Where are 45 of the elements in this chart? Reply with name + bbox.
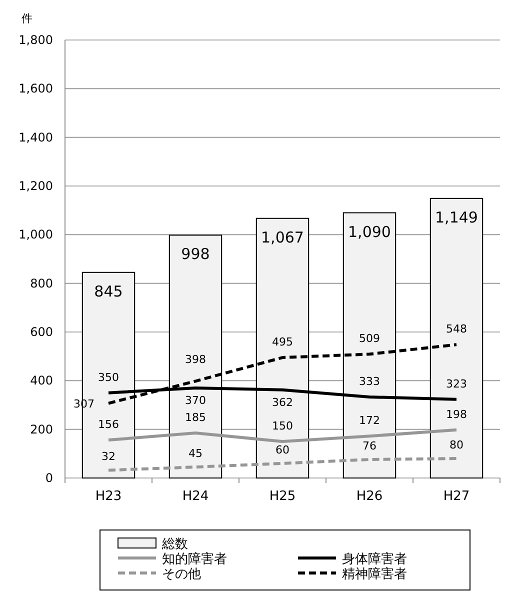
- x-tick-label: H27: [443, 489, 470, 504]
- data-label: 185: [185, 410, 206, 424]
- data-label: 76: [362, 440, 376, 453]
- y-tick-label: 1,600: [18, 82, 53, 96]
- x-tick-label: H23: [95, 489, 122, 504]
- y-tick-label: 1,200: [18, 179, 53, 193]
- data-label: 323: [446, 377, 467, 390]
- data-label: 362: [272, 396, 293, 409]
- y-tick-label: 1,000: [18, 228, 53, 242]
- legend-label: 知的障害者: [162, 551, 227, 567]
- data-label: 509: [359, 332, 380, 346]
- legend-label: 総数: [161, 537, 188, 552]
- x-tick-label: H26: [356, 489, 383, 504]
- data-label: 198: [446, 408, 467, 421]
- data-label: 172: [359, 414, 380, 428]
- y-tick-label: 0: [45, 471, 53, 485]
- x-tick-label: H24: [182, 489, 209, 504]
- data-label: 45: [188, 447, 202, 460]
- data-label: 845: [94, 282, 123, 300]
- data-label: 32: [102, 450, 116, 464]
- data-label: 370: [185, 394, 206, 407]
- data-label: 1,090: [348, 222, 391, 241]
- y-tick-label: 1,800: [18, 33, 53, 47]
- data-label: 998: [181, 245, 210, 264]
- legend-label: 身体障害者: [342, 551, 407, 567]
- y-tick-label: 400: [30, 374, 53, 388]
- data-label: 1,149: [435, 208, 478, 226]
- x-tick-label: H25: [269, 489, 296, 504]
- data-label: 333: [359, 374, 380, 388]
- legend-label: その他: [162, 567, 201, 582]
- data-label: 150: [272, 420, 293, 432]
- y-tick-label: 1,400: [18, 130, 53, 144]
- data-label: 80: [450, 438, 464, 452]
- data-label: 60: [276, 443, 290, 456]
- data-label: 350: [98, 370, 119, 384]
- data-label: 1,067: [261, 228, 304, 246]
- data-label: 398: [185, 353, 206, 366]
- data-label: 548: [446, 322, 467, 336]
- legend-label: 精神障害者: [342, 566, 407, 582]
- data-label: 156: [98, 418, 119, 432]
- y-tick-label: 600: [30, 325, 53, 339]
- y-tick-label: 200: [30, 422, 53, 436]
- y-tick-label: 800: [30, 276, 53, 290]
- y-axis-title: 件: [22, 12, 32, 25]
- data-label: 495: [272, 336, 293, 349]
